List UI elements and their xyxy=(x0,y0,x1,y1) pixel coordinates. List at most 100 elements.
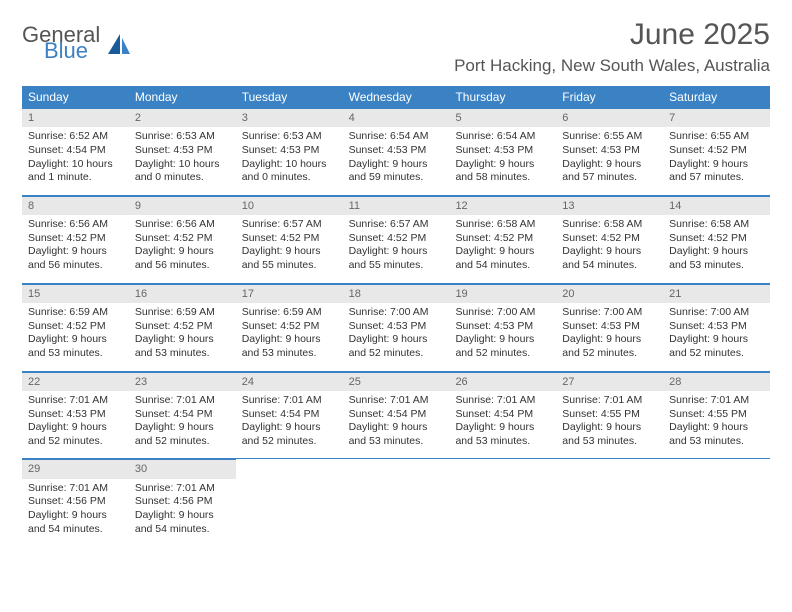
sunrise-text: Sunrise: 7:00 AM xyxy=(455,306,550,320)
sunrise-text: Sunrise: 7:01 AM xyxy=(455,394,550,408)
daylight-text: Daylight: 9 hours and 54 minutes. xyxy=(28,509,123,536)
daylight-text: Daylight: 9 hours and 53 minutes. xyxy=(242,333,337,360)
sunrise-text: Sunrise: 7:01 AM xyxy=(135,394,230,408)
daylight-text: Daylight: 10 hours and 1 minute. xyxy=(28,158,123,185)
day-content: Sunrise: 7:00 AMSunset: 4:53 PMDaylight:… xyxy=(556,303,663,371)
day-number: 26 xyxy=(449,372,556,391)
day-content: Sunrise: 7:01 AMSunset: 4:54 PMDaylight:… xyxy=(236,391,343,459)
daylight-text: Daylight: 9 hours and 52 minutes. xyxy=(669,333,764,360)
day-number: 16 xyxy=(129,284,236,303)
sunrise-text: Sunrise: 6:57 AM xyxy=(349,218,444,232)
sunset-text: Sunset: 4:52 PM xyxy=(242,320,337,334)
sunrise-text: Sunrise: 6:54 AM xyxy=(349,130,444,144)
day-number: 24 xyxy=(236,372,343,391)
day-content: Sunrise: 6:58 AMSunset: 4:52 PMDaylight:… xyxy=(449,215,556,283)
day-content: Sunrise: 6:59 AMSunset: 4:52 PMDaylight:… xyxy=(22,303,129,371)
sunrise-text: Sunrise: 6:58 AM xyxy=(669,218,764,232)
logo: General Blue xyxy=(22,24,132,62)
sunset-text: Sunset: 4:52 PM xyxy=(455,232,550,246)
day-number: 6 xyxy=(556,108,663,127)
sunset-text: Sunset: 4:54 PM xyxy=(349,408,444,422)
daylight-text: Daylight: 9 hours and 53 minutes. xyxy=(28,333,123,360)
sunset-text: Sunset: 4:53 PM xyxy=(242,144,337,158)
day-number: 27 xyxy=(556,372,663,391)
sunset-text: Sunset: 4:52 PM xyxy=(669,144,764,158)
day-content: Sunrise: 6:57 AMSunset: 4:52 PMDaylight:… xyxy=(236,215,343,283)
day-cell: 1Sunrise: 6:52 AMSunset: 4:54 PMDaylight… xyxy=(22,108,129,195)
day-cell: 20Sunrise: 7:00 AMSunset: 4:53 PMDayligh… xyxy=(556,284,663,371)
day-cell: 4Sunrise: 6:54 AMSunset: 4:53 PMDaylight… xyxy=(343,108,450,195)
sunset-text: Sunset: 4:55 PM xyxy=(562,408,657,422)
daylight-text: Daylight: 9 hours and 52 minutes. xyxy=(28,421,123,448)
day-content: Sunrise: 6:57 AMSunset: 4:52 PMDaylight:… xyxy=(343,215,450,283)
week-row: 15Sunrise: 6:59 AMSunset: 4:52 PMDayligh… xyxy=(22,284,770,372)
sunrise-text: Sunrise: 6:55 AM xyxy=(562,130,657,144)
logo-text: General Blue xyxy=(22,24,100,62)
sunrise-text: Sunrise: 7:01 AM xyxy=(562,394,657,408)
day-content: Sunrise: 7:01 AMSunset: 4:55 PMDaylight:… xyxy=(663,391,770,459)
sunrise-text: Sunrise: 6:57 AM xyxy=(242,218,337,232)
daylight-text: Daylight: 9 hours and 55 minutes. xyxy=(349,245,444,272)
day-cell: 27Sunrise: 7:01 AMSunset: 4:55 PMDayligh… xyxy=(556,372,663,459)
sunrise-text: Sunrise: 6:56 AM xyxy=(28,218,123,232)
weekday-header-row: Sunday Monday Tuesday Wednesday Thursday… xyxy=(22,86,770,108)
sunrise-text: Sunrise: 7:01 AM xyxy=(349,394,444,408)
sunset-text: Sunset: 4:53 PM xyxy=(349,320,444,334)
week-row: 1Sunrise: 6:52 AMSunset: 4:54 PMDaylight… xyxy=(22,108,770,196)
sunrise-text: Sunrise: 7:01 AM xyxy=(28,394,123,408)
day-content: Sunrise: 6:59 AMSunset: 4:52 PMDaylight:… xyxy=(129,303,236,371)
day-content: Sunrise: 6:58 AMSunset: 4:52 PMDaylight:… xyxy=(556,215,663,283)
day-content: Sunrise: 6:52 AMSunset: 4:54 PMDaylight:… xyxy=(22,127,129,195)
sunrise-text: Sunrise: 6:58 AM xyxy=(562,218,657,232)
sunrise-text: Sunrise: 6:59 AM xyxy=(135,306,230,320)
day-number: 7 xyxy=(663,108,770,127)
day-cell: 6Sunrise: 6:55 AMSunset: 4:53 PMDaylight… xyxy=(556,108,663,195)
month-title: June 2025 xyxy=(454,18,770,52)
sunrise-text: Sunrise: 7:01 AM xyxy=(28,482,123,496)
day-content: Sunrise: 7:01 AMSunset: 4:54 PMDaylight:… xyxy=(129,391,236,459)
day-content: Sunrise: 6:56 AMSunset: 4:52 PMDaylight:… xyxy=(129,215,236,283)
day-content: Sunrise: 7:00 AMSunset: 4:53 PMDaylight:… xyxy=(343,303,450,371)
sunset-text: Sunset: 4:52 PM xyxy=(135,232,230,246)
day-cell: 2Sunrise: 6:53 AMSunset: 4:53 PMDaylight… xyxy=(129,108,236,195)
day-content: Sunrise: 7:01 AMSunset: 4:55 PMDaylight:… xyxy=(556,391,663,459)
sunset-text: Sunset: 4:52 PM xyxy=(242,232,337,246)
day-cell: 21Sunrise: 7:00 AMSunset: 4:53 PMDayligh… xyxy=(663,284,770,371)
sunrise-text: Sunrise: 7:00 AM xyxy=(349,306,444,320)
day-cell: 28Sunrise: 7:01 AMSunset: 4:55 PMDayligh… xyxy=(663,372,770,459)
day-content: Sunrise: 6:56 AMSunset: 4:52 PMDaylight:… xyxy=(22,215,129,283)
day-number: 17 xyxy=(236,284,343,303)
sunset-text: Sunset: 4:53 PM xyxy=(28,408,123,422)
day-cell: 14Sunrise: 6:58 AMSunset: 4:52 PMDayligh… xyxy=(663,196,770,283)
sunset-text: Sunset: 4:53 PM xyxy=(135,144,230,158)
sunrise-text: Sunrise: 6:59 AM xyxy=(242,306,337,320)
location: Port Hacking, New South Wales, Australia xyxy=(454,56,770,76)
sunset-text: Sunset: 4:52 PM xyxy=(349,232,444,246)
weeks-container: 1Sunrise: 6:52 AMSunset: 4:54 PMDaylight… xyxy=(22,108,770,546)
daylight-text: Daylight: 9 hours and 57 minutes. xyxy=(669,158,764,185)
week-row: 8Sunrise: 6:56 AMSunset: 4:52 PMDaylight… xyxy=(22,196,770,284)
daylight-text: Daylight: 10 hours and 0 minutes. xyxy=(135,158,230,185)
sunset-text: Sunset: 4:53 PM xyxy=(562,320,657,334)
day-content: Sunrise: 7:00 AMSunset: 4:53 PMDaylight:… xyxy=(449,303,556,371)
daylight-text: Daylight: 9 hours and 52 minutes. xyxy=(135,421,230,448)
day-cell: 3Sunrise: 6:53 AMSunset: 4:53 PMDaylight… xyxy=(236,108,343,195)
day-number: 10 xyxy=(236,196,343,215)
day-content: Sunrise: 7:00 AMSunset: 4:53 PMDaylight:… xyxy=(663,303,770,371)
sunrise-text: Sunrise: 6:54 AM xyxy=(455,130,550,144)
daylight-text: Daylight: 9 hours and 53 minutes. xyxy=(349,421,444,448)
daylight-text: Daylight: 9 hours and 53 minutes. xyxy=(669,245,764,272)
day-number: 21 xyxy=(663,284,770,303)
daylight-text: Daylight: 10 hours and 0 minutes. xyxy=(242,158,337,185)
empty-cell xyxy=(236,459,343,546)
day-cell: 30Sunrise: 7:01 AMSunset: 4:56 PMDayligh… xyxy=(129,459,236,546)
daylight-text: Daylight: 9 hours and 54 minutes. xyxy=(562,245,657,272)
daylight-text: Daylight: 9 hours and 56 minutes. xyxy=(28,245,123,272)
title-block: June 2025 Port Hacking, New South Wales,… xyxy=(454,18,770,76)
day-cell: 19Sunrise: 7:00 AMSunset: 4:53 PMDayligh… xyxy=(449,284,556,371)
sunset-text: Sunset: 4:52 PM xyxy=(562,232,657,246)
weekday-header: Sunday xyxy=(22,86,129,108)
sunrise-text: Sunrise: 7:01 AM xyxy=(135,482,230,496)
sunrise-text: Sunrise: 6:59 AM xyxy=(28,306,123,320)
daylight-text: Daylight: 9 hours and 56 minutes. xyxy=(135,245,230,272)
